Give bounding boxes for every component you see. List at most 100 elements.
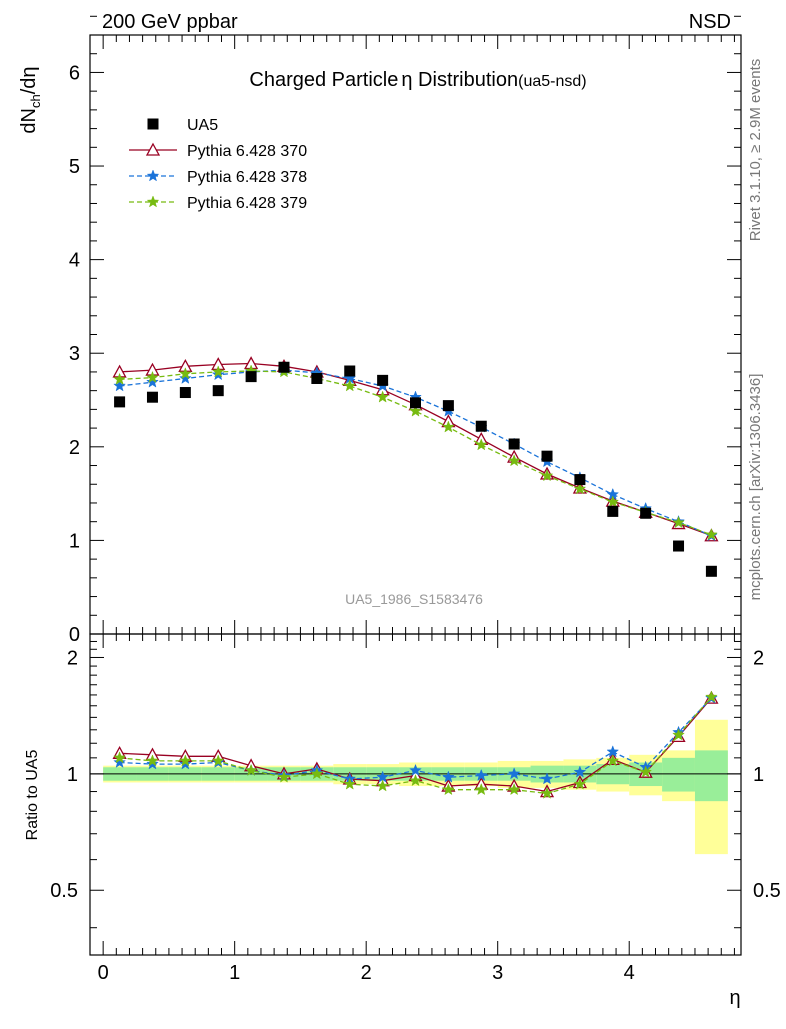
- series-point: [672, 515, 685, 529]
- reference-point: [442, 400, 454, 412]
- ratio-tick-label-left: 1: [67, 764, 78, 786]
- legend-label: Pythia 6.428 379: [187, 195, 307, 212]
- legend-label: Pythia 6.428 370: [187, 143, 307, 160]
- ratio-series-point: [573, 777, 587, 790]
- series-point: [178, 367, 192, 380]
- y-tick-label: 5: [69, 156, 80, 178]
- x-tick-label: 2: [361, 962, 372, 984]
- analysis-label: UA5_1986_S1583476: [345, 591, 483, 607]
- ratio-series-point: [376, 779, 390, 792]
- y-tick-label: 6: [69, 62, 80, 84]
- reference-point: [574, 474, 586, 486]
- reference-point: [179, 387, 191, 399]
- series-1: [113, 363, 718, 542]
- y-tick-label: 3: [69, 343, 80, 365]
- series-point: [113, 379, 126, 392]
- y-tick-label: 0: [69, 624, 80, 646]
- header-right: NSD: [689, 11, 731, 33]
- y-tick-label: 2: [69, 437, 80, 459]
- ratio-series-2: [113, 690, 718, 799]
- reference-point: [311, 372, 323, 384]
- series-point: [507, 454, 521, 467]
- reference-point: [508, 438, 520, 450]
- ratio-series-point: [113, 751, 126, 764]
- x-tick-label: 3: [492, 962, 503, 984]
- ratio-series-point: [409, 773, 422, 787]
- ratio-series-point: [113, 755, 126, 768]
- x-tick-label: 4: [624, 962, 635, 984]
- reference-uncertainty-bands: [103, 719, 728, 855]
- ratio-series-point: [310, 767, 324, 780]
- chart-title-rest: Distribution: [413, 69, 519, 91]
- legend-marker: [145, 142, 161, 156]
- series-point: [343, 379, 357, 392]
- reference-point: [640, 507, 652, 519]
- reference-point: [377, 374, 389, 386]
- y-tick-label: 1: [69, 530, 80, 552]
- ratio-axis-label: Ratio to UA5: [24, 750, 41, 841]
- chart-title-symbol: η: [401, 69, 412, 91]
- chart-title: Charged Particle η Distribution(ua5-nsd): [249, 69, 586, 91]
- legend-label: UA5: [187, 117, 218, 134]
- y-axis-label-sub: ch: [28, 94, 43, 108]
- y-tick-label: 4: [69, 250, 80, 272]
- series-point: [146, 370, 159, 383]
- reference-point: [146, 391, 158, 403]
- x-tick-label: 1: [229, 962, 240, 984]
- ratio-tick-label-left: 0.5: [50, 880, 78, 902]
- ratio-tick-label-left: 2: [67, 647, 78, 669]
- series-point: [178, 371, 192, 384]
- chart-title-tag: (ua5-nsd): [518, 73, 586, 90]
- ratio-series-point: [507, 782, 521, 796]
- ratio-series-point: [244, 763, 258, 776]
- ratio-series-point: [606, 754, 620, 767]
- ratio-series-point: [573, 765, 587, 778]
- ratio-series-point: [474, 782, 488, 796]
- reference-point: [541, 450, 553, 462]
- reference-point: [410, 397, 421, 409]
- ratio-series-point: [507, 767, 521, 780]
- reference-point: [278, 361, 290, 373]
- header-left: 200 GeV ppbar: [102, 11, 238, 33]
- axes: 0 1 2 3 4 0 1 2 3 4 5 6 0.5 0.5 1 1 2 2: [50, 15, 781, 984]
- ratio-series-point: [540, 772, 554, 785]
- legend-marker: [146, 169, 160, 182]
- reference-point: [245, 371, 257, 383]
- series-point: [573, 482, 587, 495]
- chart-title-main: Charged Particle: [249, 69, 398, 91]
- rivet-version-label: Rivet 3.1.10, ≥ 2.9M events: [747, 59, 764, 242]
- ratio-series-point: [474, 768, 488, 781]
- reference-point: [212, 385, 224, 397]
- y-axis-label: dNch/dη: [18, 66, 43, 133]
- ratio-series-point: [672, 728, 685, 741]
- ratio-series-point: [409, 763, 422, 776]
- ratio-series-point: [441, 782, 455, 796]
- series-point: [409, 404, 422, 417]
- mcplots-source-label: mcplots.cern.ch [arXiv:1306.3436]: [747, 374, 764, 601]
- ratio-series-point: [211, 754, 225, 767]
- x-tick-label: 0: [98, 962, 109, 984]
- reference-point: [475, 420, 487, 432]
- reference-point: [673, 540, 685, 552]
- ratio-tick-label-right: 2: [753, 647, 764, 669]
- reference-point: [114, 396, 126, 408]
- ratio-series-point: [178, 754, 192, 767]
- ratio-series-point: [277, 770, 291, 783]
- series-0: [112, 356, 719, 542]
- legend-marker: [146, 195, 160, 208]
- legend: UA5 Pythia 6.428 370 Pythia 6.428 378 Pythi…: [129, 117, 307, 212]
- series-point: [540, 469, 554, 482]
- reference-point: [705, 565, 717, 577]
- ratio-series-point: [639, 765, 653, 778]
- series-point: [474, 438, 488, 451]
- ratio-series-point: [441, 770, 455, 783]
- reference-point: [344, 365, 356, 377]
- series-layer: [112, 356, 719, 799]
- ratio-tick-label-right: 0.5: [753, 880, 781, 902]
- series-line: [119, 362, 712, 537]
- y-axis-label-tail: /dη: [18, 66, 40, 94]
- series-point: [606, 495, 620, 508]
- reference-point: [607, 505, 619, 517]
